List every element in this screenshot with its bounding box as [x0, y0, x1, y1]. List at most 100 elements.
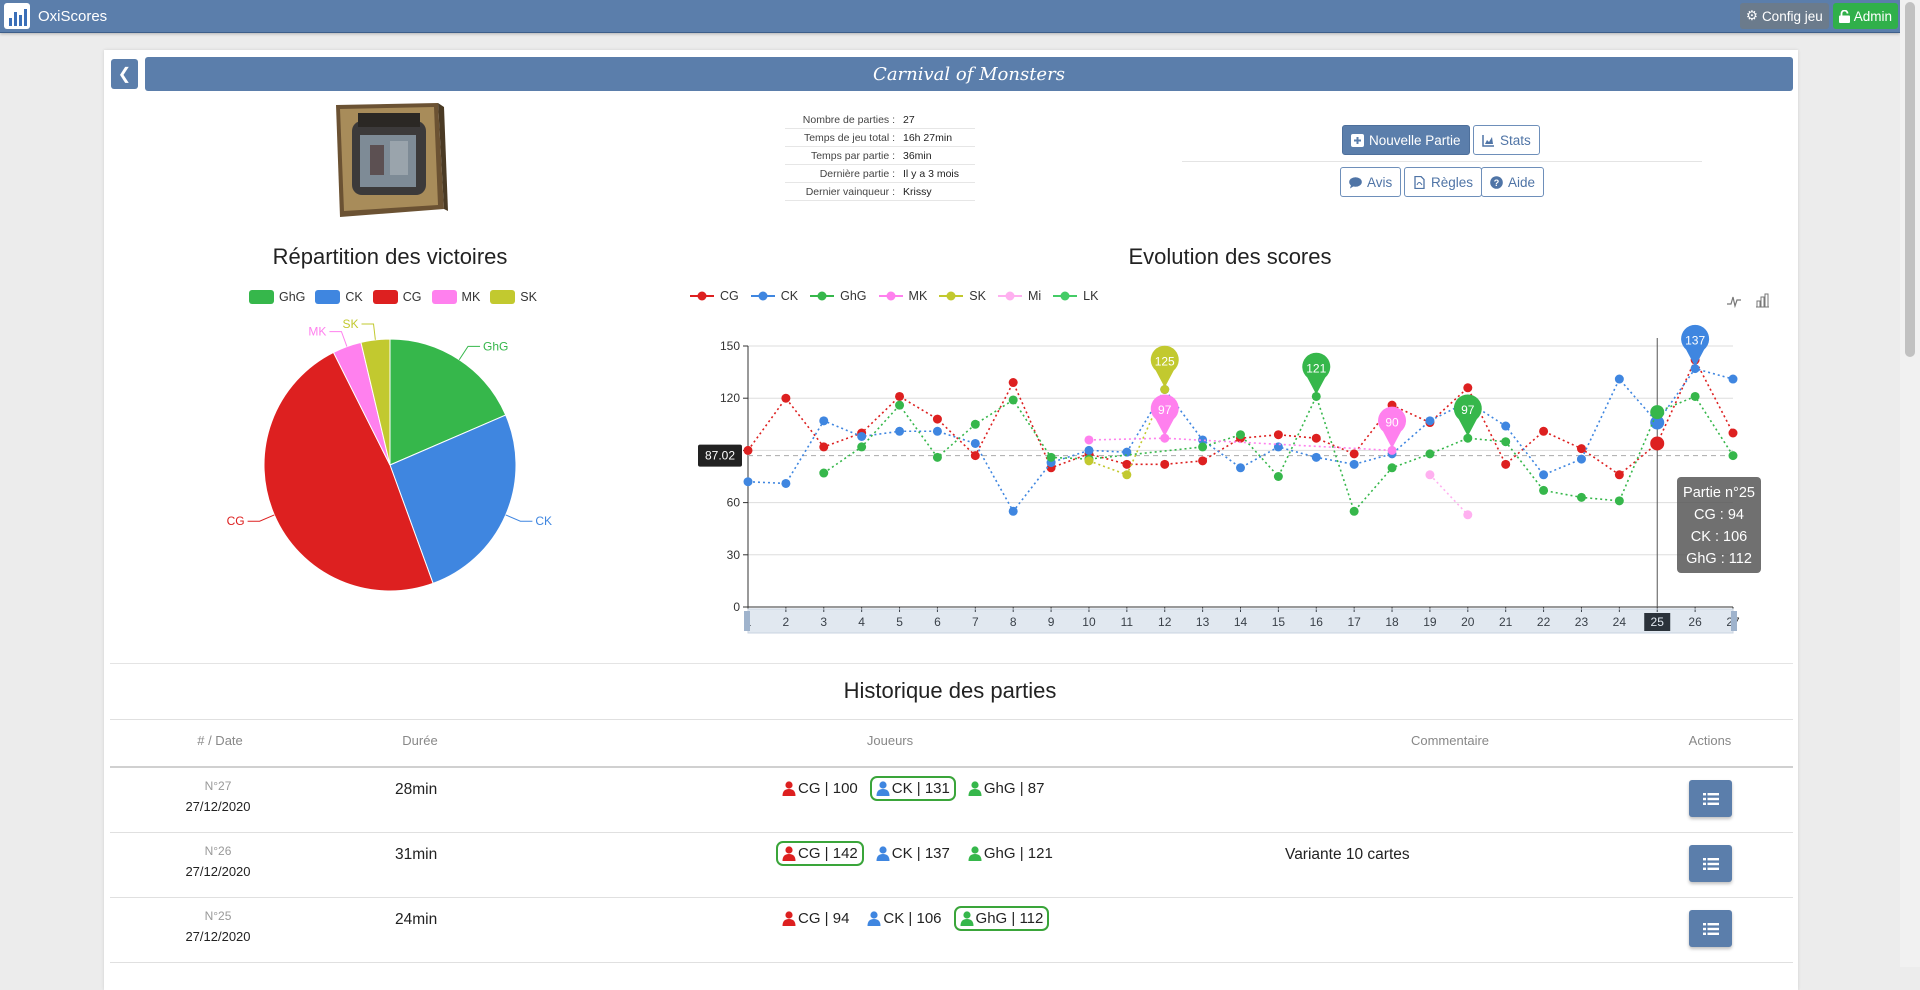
- data-point[interactable]: [857, 431, 867, 441]
- data-point[interactable]: [1539, 426, 1549, 436]
- data-point[interactable]: [1501, 437, 1511, 447]
- data-point[interactable]: [1650, 415, 1665, 430]
- data-point[interactable]: [1236, 430, 1245, 440]
- data-point[interactable]: [1160, 459, 1170, 469]
- data-point[interactable]: [1311, 391, 1321, 401]
- line-legend-item[interactable]: CG: [690, 289, 739, 303]
- data-point[interactable]: [1501, 421, 1511, 431]
- data-point[interactable]: [1008, 378, 1018, 388]
- data-point[interactable]: [1311, 433, 1321, 443]
- data-point[interactable]: [1614, 374, 1624, 384]
- data-point[interactable]: [895, 391, 905, 401]
- data-point[interactable]: [1728, 374, 1738, 384]
- data-point[interactable]: [1122, 447, 1132, 457]
- data-point[interactable]: [1539, 485, 1549, 495]
- data-point[interactable]: [1046, 452, 1056, 462]
- line-legend-item[interactable]: Mi: [997, 289, 1041, 303]
- data-point[interactable]: [1728, 428, 1738, 438]
- bar-chart-toolbox-icon[interactable]: [1754, 292, 1770, 308]
- line-chart-toolbox-icon[interactable]: [1726, 292, 1742, 308]
- stats-button[interactable]: Stats: [1473, 125, 1540, 155]
- col-header-duration[interactable]: Durée: [402, 733, 438, 748]
- data-point[interactable]: [1463, 510, 1473, 520]
- line-legend-item[interactable]: SK: [939, 289, 986, 303]
- data-point[interactable]: [781, 478, 791, 488]
- help-button[interactable]: ? Aide: [1481, 167, 1545, 197]
- data-point[interactable]: [1690, 364, 1700, 374]
- reviews-button[interactable]: Avis: [1340, 167, 1402, 197]
- data-point[interactable]: [1728, 451, 1738, 461]
- data-point[interactable]: [970, 419, 980, 429]
- pie-slice[interactable]: [389, 414, 517, 585]
- data-point[interactable]: [1387, 445, 1397, 455]
- data-point[interactable]: [1160, 433, 1170, 443]
- data-point[interactable]: [1387, 463, 1397, 473]
- data-point[interactable]: [1576, 454, 1586, 464]
- pie-slice[interactable]: [389, 338, 507, 466]
- line-legend-item[interactable]: CK: [750, 289, 798, 303]
- pie-legend-item[interactable]: SK: [490, 290, 537, 304]
- data-point[interactable]: [1311, 452, 1321, 462]
- data-point[interactable]: [970, 451, 980, 461]
- data-point[interactable]: [1273, 430, 1283, 440]
- data-point[interactable]: [1349, 449, 1359, 459]
- pie-legend-item[interactable]: GhG: [249, 290, 305, 304]
- line-legend-item[interactable]: LK: [1053, 289, 1098, 303]
- line-legend-item[interactable]: MK: [878, 289, 927, 303]
- page-scrollbar[interactable]: [1900, 0, 1920, 967]
- pie-legend-item[interactable]: CK: [315, 290, 363, 304]
- data-point[interactable]: [1614, 496, 1624, 506]
- data-point[interactable]: [1614, 470, 1624, 480]
- config-game-button[interactable]: ⚙ Config jeu: [1739, 3, 1829, 29]
- data-point[interactable]: [857, 442, 867, 452]
- data-point[interactable]: [1425, 416, 1435, 426]
- data-point[interactable]: [1198, 442, 1208, 452]
- data-point[interactable]: [1008, 395, 1018, 405]
- data-point[interactable]: [932, 452, 942, 462]
- data-point[interactable]: [1539, 470, 1549, 480]
- data-point[interactable]: [743, 477, 753, 487]
- brand[interactable]: OxiScores: [0, 3, 107, 29]
- pie-legend-item[interactable]: MK: [431, 290, 480, 304]
- data-point[interactable]: [1198, 456, 1208, 466]
- data-point[interactable]: [1236, 463, 1245, 473]
- data-point[interactable]: [932, 426, 942, 436]
- data-point[interactable]: [1084, 456, 1094, 466]
- data-point[interactable]: [1198, 435, 1208, 445]
- pie-slice[interactable]: [263, 351, 434, 592]
- game-details-button[interactable]: [1689, 910, 1732, 947]
- data-point[interactable]: [1501, 459, 1511, 469]
- data-point[interactable]: [1084, 435, 1094, 445]
- data-point[interactable]: [1650, 436, 1665, 451]
- data-point[interactable]: [1349, 506, 1359, 516]
- data-point[interactable]: [1273, 472, 1283, 481]
- data-point[interactable]: [1425, 470, 1435, 480]
- scrollbar-thumb[interactable]: [1905, 2, 1915, 357]
- data-point[interactable]: [1425, 449, 1435, 459]
- data-point[interactable]: [1690, 391, 1700, 401]
- game-details-button[interactable]: [1689, 845, 1732, 882]
- new-game-button[interactable]: Nouvelle Partie: [1342, 125, 1470, 155]
- data-point[interactable]: [1349, 459, 1359, 469]
- data-point[interactable]: [1576, 492, 1586, 502]
- data-point[interactable]: [1650, 405, 1665, 420]
- rules-button[interactable]: Règles: [1404, 167, 1483, 197]
- pie-legend-item[interactable]: CG: [372, 290, 422, 304]
- data-point[interactable]: [1122, 470, 1132, 480]
- data-point[interactable]: [895, 400, 905, 410]
- line-legend-item[interactable]: GhG: [810, 289, 867, 303]
- data-point[interactable]: [819, 442, 829, 452]
- data-point[interactable]: [743, 445, 753, 455]
- data-point[interactable]: [970, 438, 980, 448]
- back-button[interactable]: ❮: [111, 59, 138, 89]
- data-point[interactable]: [819, 468, 829, 478]
- data-zoom-slider[interactable]: [747, 608, 1734, 634]
- game-details-button[interactable]: [1689, 780, 1732, 817]
- data-point[interactable]: [781, 393, 791, 403]
- data-point[interactable]: [1084, 445, 1094, 455]
- data-point[interactable]: [1576, 444, 1586, 454]
- data-point[interactable]: [1122, 459, 1132, 469]
- col-header-date[interactable]: # / Date: [197, 733, 243, 748]
- admin-button[interactable]: Admin: [1832, 3, 1898, 29]
- data-point[interactable]: [932, 414, 942, 424]
